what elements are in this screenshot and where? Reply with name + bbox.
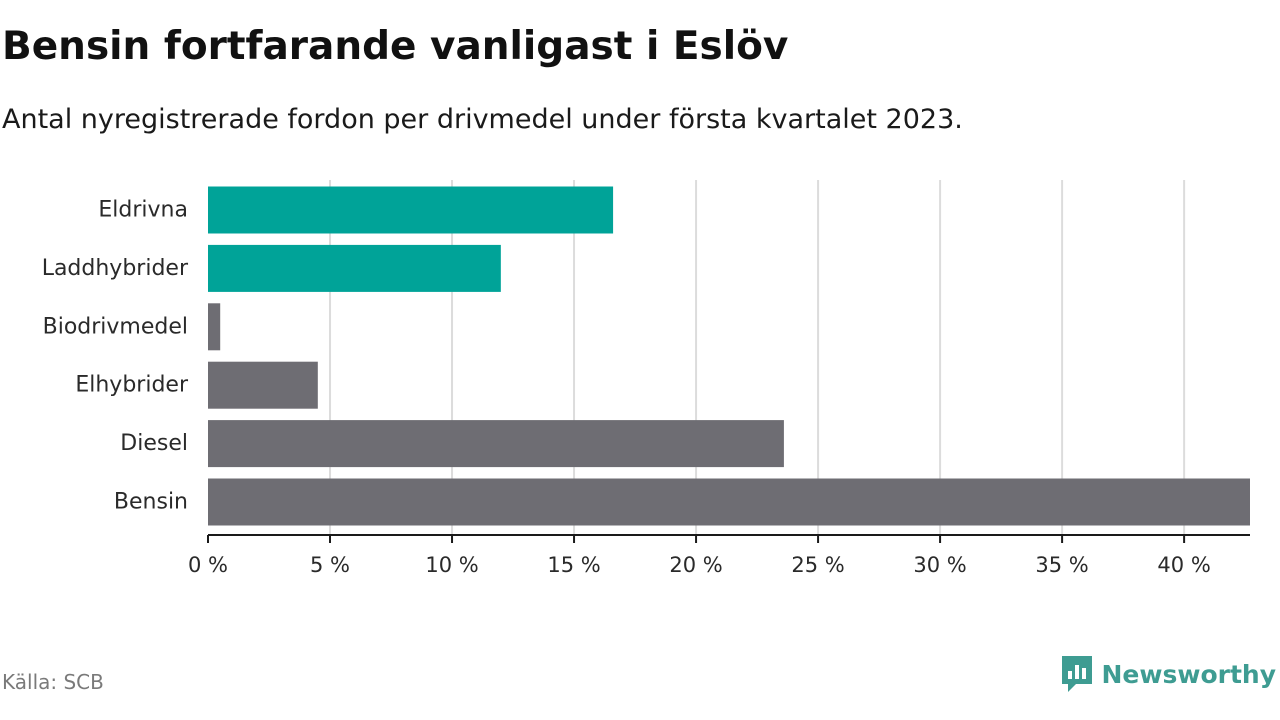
- brand-name: Newsworthy: [1101, 659, 1277, 689]
- category-label: Elhybrider: [75, 373, 189, 398]
- newsworthy-logo-icon: [1061, 656, 1092, 692]
- bar-biodrivmedel: [208, 303, 221, 351]
- x-tick-label: 35 %: [1035, 553, 1088, 577]
- bars: [208, 186, 1250, 526]
- x-tick-label: 20 %: [669, 553, 722, 577]
- category-label: Laddhybrider: [42, 256, 189, 281]
- x-tick-label: 25 %: [791, 553, 844, 577]
- gridlines: [329, 180, 1186, 535]
- bar-chart: Eldrivna Laddhybrider Biodrivmedel Elhybrid…: [42, 180, 1250, 577]
- x-tick-label: 40 %: [1157, 553, 1210, 577]
- x-axis: 0 % 5 % 10 % 15 % 20 % 25 % 30 % 35 % 40 %: [188, 534, 1250, 577]
- category-label: Bensin: [114, 490, 188, 515]
- chart-title: Bensin fortfarande vanligast i Eslöv: [2, 24, 789, 69]
- category-label: Diesel: [120, 431, 188, 456]
- bar-elhybrider: [208, 361, 318, 409]
- category-labels: Eldrivna Laddhybrider Biodrivmedel Elhybrid…: [42, 198, 189, 515]
- x-tick-label: 15 %: [547, 553, 600, 577]
- bar-eldrivna: [208, 186, 614, 234]
- brand-logo: Newsworthy: [1060, 654, 1277, 694]
- source-note: Källa: SCB: [2, 670, 104, 694]
- x-tick-label: 30 %: [913, 553, 966, 577]
- bar-laddhybrider: [208, 244, 501, 292]
- bar-bensin: [208, 478, 1250, 526]
- x-tick-label: 5 %: [310, 553, 350, 577]
- category-label: Biodrivmedel: [43, 314, 188, 339]
- chart-subtitle: Antal nyregistrerade fordon per drivmede…: [2, 104, 963, 135]
- category-label: Eldrivna: [98, 198, 188, 223]
- x-tick-label: 0 %: [188, 553, 228, 577]
- x-tick-label: 10 %: [425, 553, 478, 577]
- bar-diesel: [208, 420, 784, 468]
